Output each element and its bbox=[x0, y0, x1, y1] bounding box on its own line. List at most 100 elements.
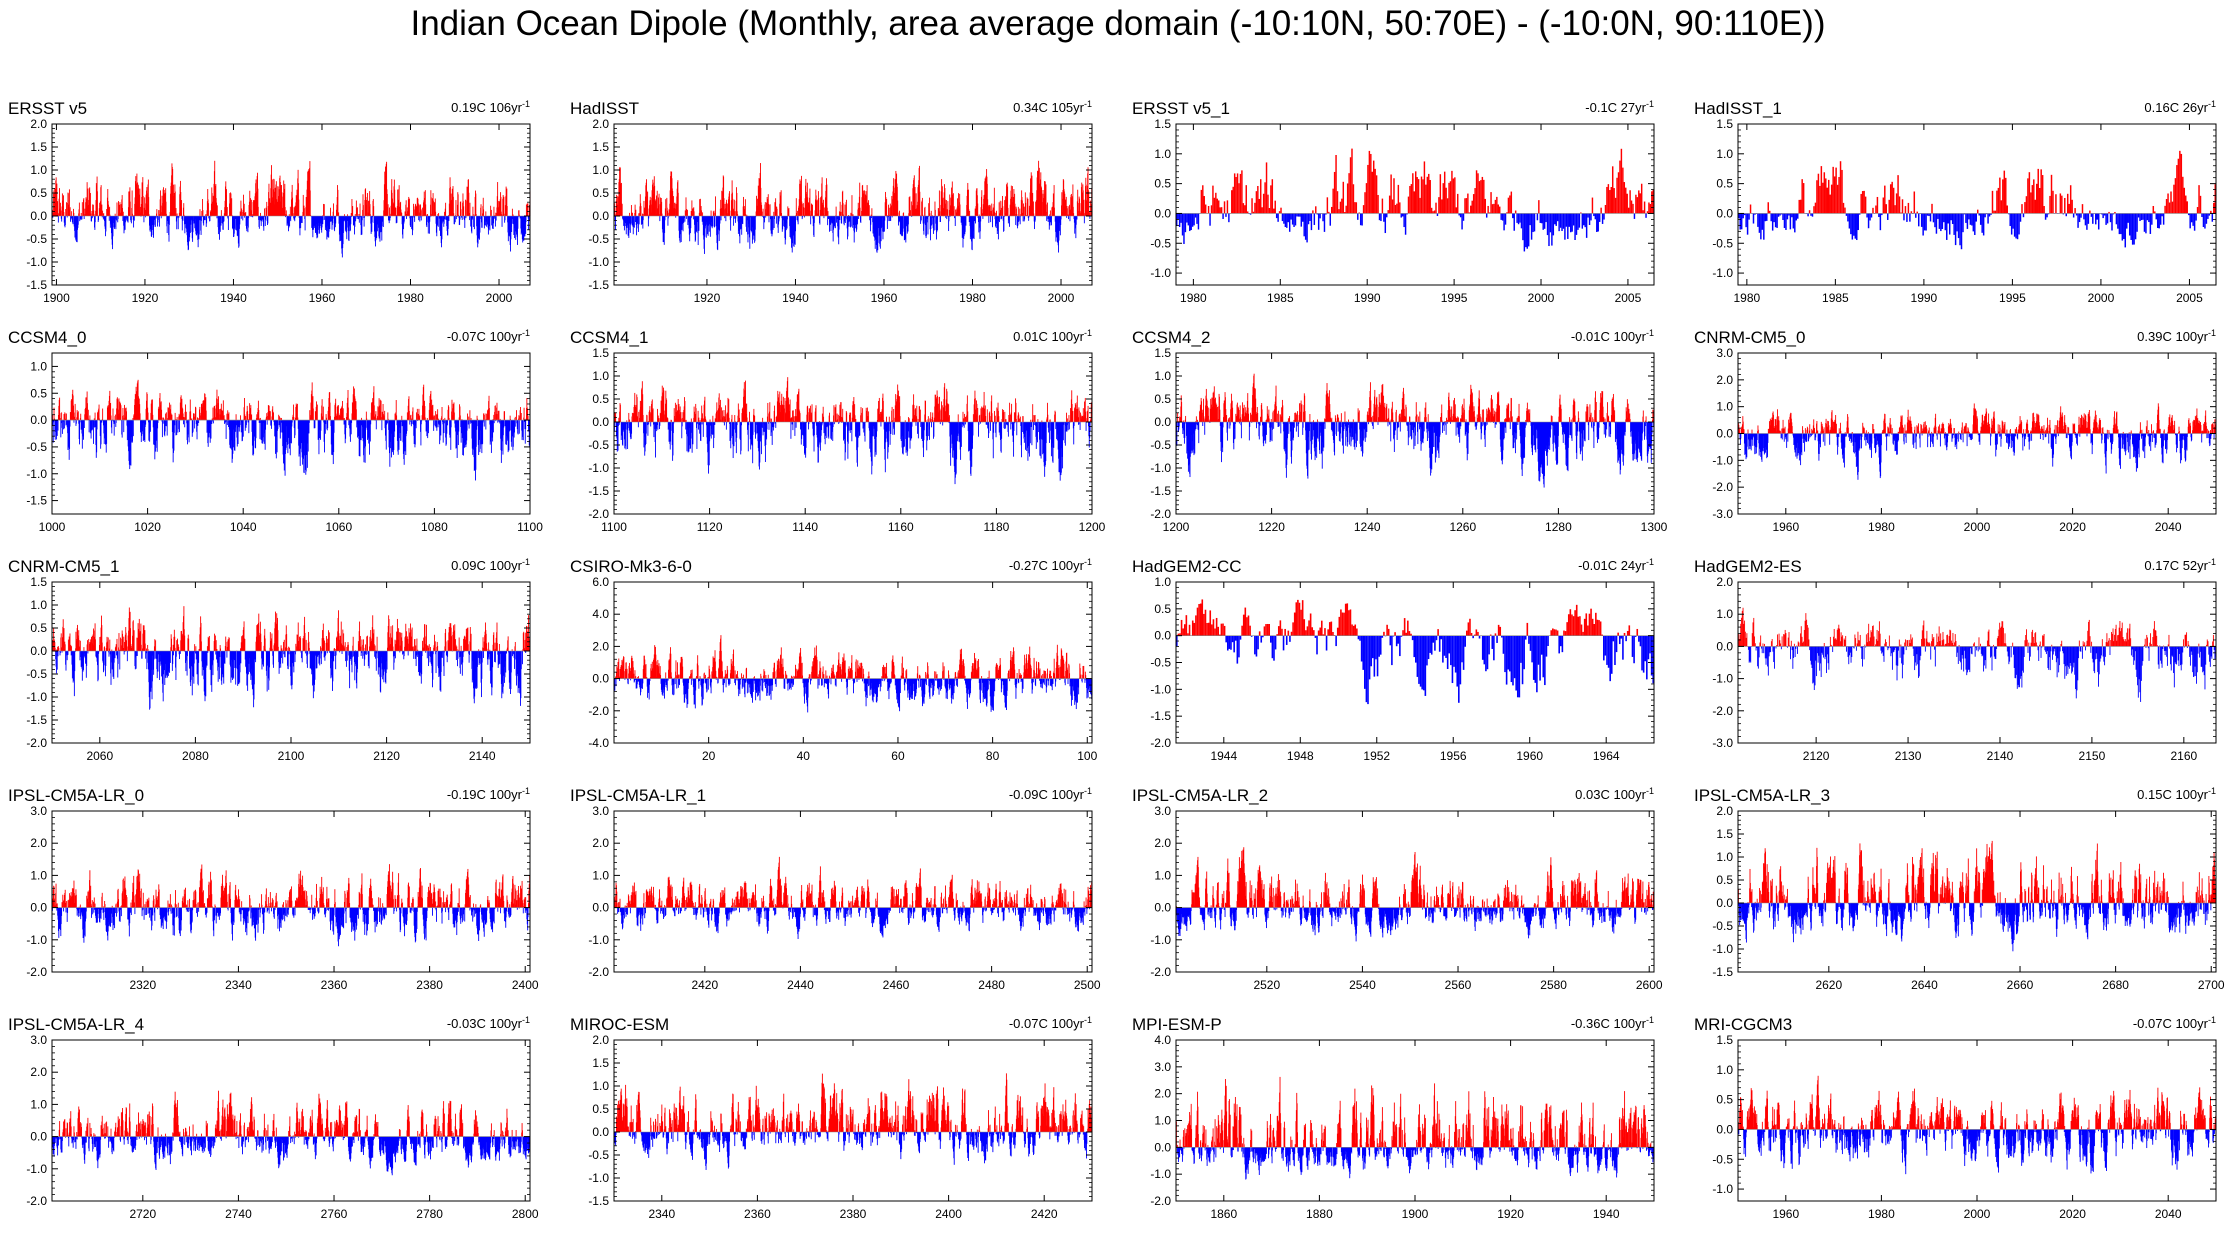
data-bar bbox=[715, 196, 716, 216]
data-bar bbox=[274, 191, 275, 216]
data-bar bbox=[1203, 196, 1205, 214]
data-bar bbox=[338, 212, 340, 216]
data-bar bbox=[2002, 179, 2004, 214]
data-bar bbox=[160, 205, 162, 216]
data-bar bbox=[469, 216, 471, 221]
data-bar bbox=[271, 179, 273, 216]
data-bar bbox=[702, 212, 704, 216]
data-bar bbox=[433, 420, 435, 431]
data-bar bbox=[227, 414, 229, 421]
data-bar bbox=[1326, 197, 1329, 214]
data-bar bbox=[468, 420, 470, 429]
data-bar bbox=[80, 216, 82, 219]
data-bar bbox=[496, 414, 498, 421]
data-bar bbox=[380, 216, 382, 233]
data-bar bbox=[677, 192, 679, 216]
data-bar bbox=[1771, 213, 1774, 231]
data-bar bbox=[1477, 173, 1479, 214]
data-bar bbox=[468, 416, 470, 421]
data-bar bbox=[461, 216, 463, 220]
data-bar bbox=[628, 422, 630, 431]
data-bar bbox=[903, 212, 905, 216]
data-bar bbox=[1280, 207, 1282, 214]
data-bar bbox=[377, 406, 379, 421]
data-bar bbox=[1467, 193, 1469, 214]
data-bar bbox=[2087, 213, 2090, 224]
data-bar bbox=[844, 204, 846, 216]
data-bar bbox=[325, 420, 327, 425]
data-bar bbox=[381, 420, 383, 431]
data-bar bbox=[446, 420, 448, 434]
data-bar bbox=[1623, 182, 1626, 214]
data-bar bbox=[1507, 197, 1510, 214]
data-bar bbox=[1219, 207, 1221, 214]
data-bar bbox=[859, 207, 861, 216]
data-bar bbox=[614, 208, 616, 216]
data-bar bbox=[1630, 200, 1633, 214]
data-bar bbox=[1598, 213, 1601, 222]
data-bar bbox=[1568, 213, 1570, 227]
data-bar bbox=[297, 417, 299, 421]
data-bar bbox=[1887, 213, 1889, 220]
data-bar bbox=[1377, 194, 1379, 214]
data-bar bbox=[115, 216, 117, 230]
data-bar bbox=[70, 216, 71, 222]
data-bar bbox=[158, 214, 160, 216]
data-bar bbox=[871, 208, 873, 216]
data-bar bbox=[407, 211, 409, 216]
data-bar bbox=[199, 415, 201, 421]
data-bar bbox=[1749, 204, 1752, 214]
data-bar bbox=[786, 216, 788, 220]
data-bar bbox=[701, 210, 702, 216]
data-bar bbox=[357, 207, 358, 216]
data-bar bbox=[1472, 194, 1475, 214]
data-bar bbox=[277, 420, 279, 429]
data-bar bbox=[1561, 213, 1563, 231]
data-bar bbox=[259, 417, 261, 421]
data-bar bbox=[480, 204, 482, 216]
data-bar bbox=[262, 420, 264, 444]
data-bar bbox=[57, 420, 59, 431]
data-bar bbox=[309, 190, 311, 216]
data-bar bbox=[320, 420, 322, 431]
data-bar bbox=[145, 420, 147, 425]
data-bar bbox=[1459, 213, 1462, 218]
data-bar bbox=[2176, 165, 2178, 214]
data-bar bbox=[164, 420, 166, 432]
data-bar bbox=[632, 212, 633, 216]
data-bar bbox=[2022, 213, 2025, 218]
data-bar bbox=[1861, 191, 1864, 214]
x-tick-label: 1980 bbox=[1180, 291, 1207, 305]
data-bar bbox=[1742, 213, 1744, 219]
data-bar bbox=[358, 216, 360, 220]
data-bar bbox=[184, 420, 186, 428]
data-bar bbox=[1231, 190, 1233, 214]
data-bar bbox=[910, 201, 912, 216]
data-bar bbox=[1516, 213, 1518, 223]
data-bar bbox=[397, 189, 399, 216]
data-bar bbox=[199, 209, 201, 216]
data-bar bbox=[1260, 179, 1262, 214]
data-bar bbox=[667, 210, 669, 216]
data-bar bbox=[484, 413, 486, 421]
data-bar bbox=[285, 210, 287, 216]
data-bar bbox=[414, 216, 416, 222]
data-bar bbox=[170, 413, 172, 421]
data-bar bbox=[246, 216, 248, 232]
data-bar bbox=[420, 204, 421, 216]
data-bar bbox=[647, 191, 649, 216]
data-bar bbox=[334, 216, 336, 232]
data-bar bbox=[330, 216, 332, 222]
data-bar bbox=[289, 206, 291, 216]
data-bar bbox=[178, 216, 180, 218]
data-bar bbox=[192, 216, 194, 222]
data-bar bbox=[1951, 213, 1954, 225]
data-bar bbox=[1619, 160, 1621, 214]
data-bar bbox=[1339, 201, 1342, 214]
data-bar bbox=[410, 420, 412, 427]
data-bar bbox=[1410, 184, 1413, 214]
data-bar bbox=[2158, 213, 2160, 229]
data-bar bbox=[265, 216, 267, 220]
data-bar bbox=[178, 413, 180, 421]
data-bar bbox=[1033, 213, 1035, 216]
